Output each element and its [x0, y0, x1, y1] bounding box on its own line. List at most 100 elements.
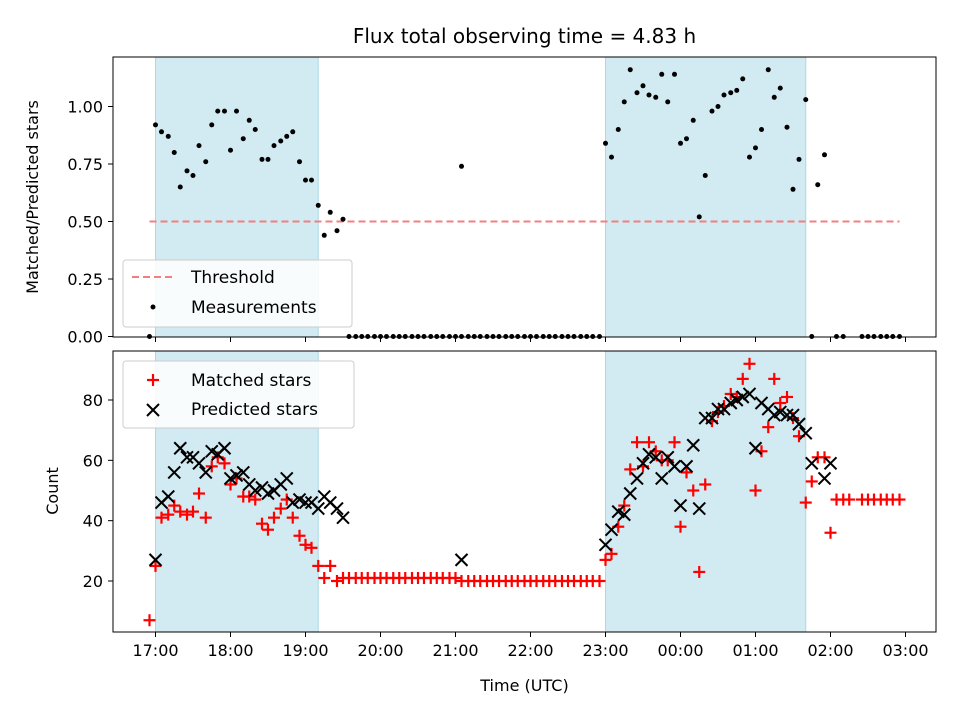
measurement-point	[690, 117, 696, 123]
matched-star-marker	[693, 565, 706, 578]
measurement-point	[803, 97, 809, 103]
matched-star-marker	[618, 499, 631, 512]
predicted-star-marker	[192, 456, 206, 471]
bottom-legend-box	[122, 360, 355, 429]
x-tick-label: 19:00	[282, 641, 328, 660]
measurement-point	[184, 168, 190, 174]
matched-star-marker	[774, 397, 787, 410]
measurement-point	[659, 71, 665, 77]
predicted-star-marker	[736, 390, 750, 404]
predicted-star-marker	[773, 405, 787, 419]
predicted-star-marker	[180, 450, 194, 465]
matched-star-marker	[799, 496, 812, 509]
matched-star-marker	[699, 478, 712, 491]
matched-star-marker	[149, 559, 162, 572]
measurement-point	[747, 154, 752, 160]
matched-star-marker	[312, 559, 325, 572]
predicted-star-marker	[199, 465, 213, 480]
predicted-star-marker	[604, 523, 619, 537]
measurement-point	[646, 92, 652, 98]
top-axes-frame	[112, 56, 937, 338]
predicted-star-marker	[311, 501, 325, 516]
measurement-point	[715, 104, 721, 109]
measurement-point	[678, 140, 683, 146]
measurement-point	[252, 127, 258, 132]
measurement-point	[284, 133, 290, 139]
predicted-star-marker	[748, 441, 763, 455]
measurement-point	[734, 87, 740, 93]
measurement-point	[627, 67, 633, 73]
predicted-star-marker	[330, 501, 344, 516]
measurement-point	[222, 108, 227, 114]
x-tick-label: 23:00	[582, 641, 628, 660]
predicted-star-marker	[792, 417, 806, 431]
predicted-star-marker	[705, 411, 719, 425]
matched-star-marker	[805, 475, 818, 488]
measurement-point	[740, 76, 746, 82]
predicted-star-marker	[673, 498, 688, 513]
measurement-point	[790, 186, 796, 192]
matched-star-marker	[824, 526, 837, 539]
measurement-point	[196, 143, 202, 149]
x-tick-label: 03:00	[882, 641, 928, 660]
predicted-star-marker	[686, 438, 700, 452]
predicted-star-marker	[692, 501, 706, 516]
predicted-star-marker	[799, 426, 813, 440]
measurement-point	[709, 108, 715, 114]
measurement-point	[621, 99, 627, 105]
predicted-star-marker	[454, 553, 469, 567]
measurement-point	[203, 159, 209, 165]
measurement-point	[215, 108, 221, 114]
predicted-star-marker	[623, 486, 637, 501]
predicted-star-marker	[649, 450, 663, 465]
matched-star-marker	[643, 436, 655, 449]
predicted-stars-points	[148, 387, 838, 567]
measurement-point	[753, 145, 758, 151]
predicted-star-marker	[630, 471, 644, 486]
measurement-point	[334, 228, 340, 234]
matched-star-marker	[631, 436, 643, 449]
legend-matched-label: Matched stars	[191, 371, 311, 391]
measurement-point	[672, 71, 677, 77]
measurement-point	[609, 154, 614, 160]
matched-star-marker	[599, 553, 612, 566]
predicted-star-marker	[780, 408, 794, 422]
measurement-point	[771, 94, 777, 100]
measurement-point	[603, 140, 608, 146]
matched-stars-points	[143, 357, 906, 627]
predicted-star-marker	[711, 402, 725, 416]
x-tick-label: 20:00	[357, 641, 403, 660]
predicted-star-marker	[661, 450, 675, 465]
measurement-point	[177, 184, 183, 190]
measurement-point	[796, 156, 802, 162]
predicted-star-marker	[148, 553, 163, 567]
legend-predicted-swatch	[146, 403, 160, 417]
measurement-point	[246, 117, 252, 123]
measurement-point	[303, 177, 308, 183]
predicted-star-marker	[217, 441, 232, 455]
x-tick-label: 02:00	[807, 641, 853, 660]
top-y-tick-label: 1.00	[67, 98, 103, 117]
matched-star-marker	[155, 511, 168, 524]
matched-star-marker	[843, 493, 856, 506]
predicted-star-marker	[805, 456, 819, 471]
measurement-point	[321, 232, 327, 238]
matched-star-marker	[256, 517, 268, 530]
top-shade-1	[605, 56, 807, 338]
matched-star-marker	[674, 520, 687, 533]
matched-star-marker	[143, 614, 156, 627]
matched-star-marker	[162, 508, 175, 521]
top-y-tick-label: 0.50	[67, 213, 103, 232]
bottom-y-tick-label: 60	[83, 451, 103, 470]
measurement-point	[153, 122, 158, 128]
top-y-axis-label: Matched/Predicted stars	[23, 100, 42, 294]
x-axis-label: Time (UTC)	[479, 676, 568, 695]
predicted-star-marker	[229, 468, 244, 483]
bottom-axes-frame	[112, 350, 937, 633]
predicted-star-marker	[667, 459, 682, 474]
measurement-point	[265, 156, 271, 162]
measurement-point	[653, 94, 659, 100]
measurement-point	[765, 67, 771, 73]
